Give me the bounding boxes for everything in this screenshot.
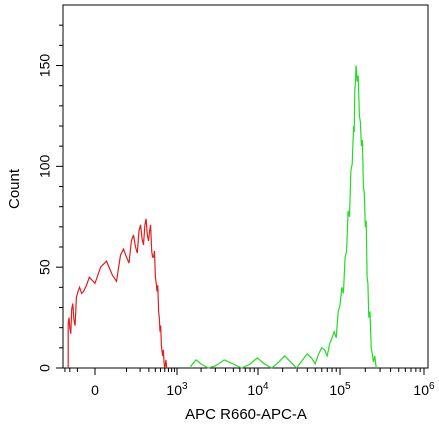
y-axis-label: Count xyxy=(6,168,23,209)
y-tick-label: 100 xyxy=(37,154,53,178)
histogram-series-2 xyxy=(190,65,377,369)
histogram-series-1 xyxy=(67,218,168,369)
y-tick-label: 150 xyxy=(37,54,53,78)
plot-frame xyxy=(62,4,429,369)
x-tick-label: 104 xyxy=(247,381,269,398)
series-layer xyxy=(67,65,377,369)
x-tick-label: 106 xyxy=(413,381,435,398)
y-axis: 0 50 100 150 xyxy=(37,24,63,372)
x-tick-label: 0 xyxy=(91,382,99,398)
x-axis-label: APC R660-APC-A xyxy=(185,406,307,423)
y-tick-label: 0 xyxy=(37,364,53,372)
x-axis: 0 103 104 105 106 xyxy=(64,368,435,398)
x-tick-label: 105 xyxy=(329,381,351,398)
x-tick-label: 103 xyxy=(166,381,188,398)
y-tick-label: 50 xyxy=(37,259,53,275)
